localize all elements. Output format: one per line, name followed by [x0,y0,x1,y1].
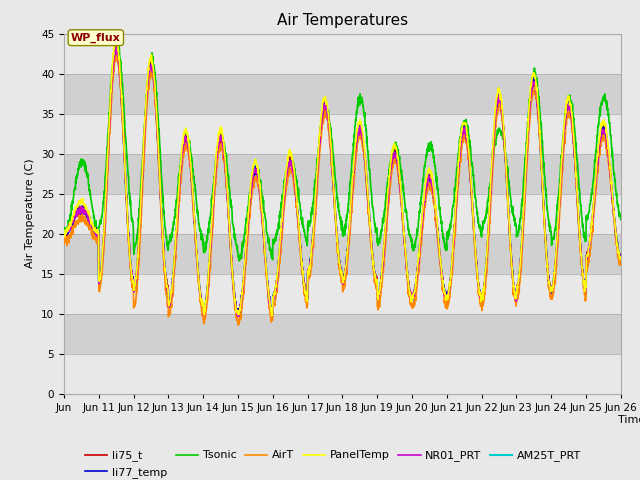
Bar [64,114,621,154]
NR01_PRT [60,232,68,238]
PanelTemp [111,37,119,43]
AirT [234,322,242,328]
PanelTemp [542,240,550,245]
Tsonic [511,218,518,224]
li77_temp [268,314,276,320]
Line: NR01_PRT: NR01_PRT [64,48,621,316]
Title: Air Temperatures: Air Temperatures [277,13,408,28]
li75_t [113,42,121,48]
PanelTemp [116,67,124,73]
NR01_PRT [617,255,625,261]
AirT [116,75,124,81]
Bar [64,193,621,234]
Bar [64,34,621,73]
AirT [376,296,384,302]
Line: Tsonic: Tsonic [64,40,621,261]
Tsonic [376,234,384,240]
Tsonic [116,55,124,60]
AirT [617,262,625,268]
Line: AM25T_PRT: AM25T_PRT [64,48,621,317]
Line: PanelTemp: PanelTemp [64,40,621,316]
NR01_PRT [609,207,617,213]
Bar [64,313,621,354]
NR01_PRT [236,307,244,312]
AM25T_PRT [234,314,241,320]
PanelTemp [60,232,68,238]
AM25T_PRT [116,70,124,75]
Tsonic [236,258,243,264]
AirT [111,53,119,59]
li75_t [116,74,124,80]
NR01_PRT [542,240,550,246]
AirT [60,239,68,244]
NR01_PRT [113,45,120,50]
Bar [64,274,621,313]
li77_temp [236,306,244,312]
PanelTemp [376,281,384,287]
PanelTemp [511,289,518,295]
PanelTemp [617,256,625,262]
NR01_PRT [234,313,242,319]
AM25T_PRT [376,283,384,289]
Tsonic [60,228,68,234]
Bar [64,234,621,274]
li75_t [542,242,550,248]
Line: AirT: AirT [64,56,621,325]
NR01_PRT [116,70,124,75]
AM25T_PRT [617,254,625,260]
li75_t [236,302,244,308]
li77_temp [542,245,550,251]
li77_temp [60,232,68,238]
Tsonic [617,217,625,223]
AM25T_PRT [542,246,550,252]
li75_t [511,289,518,295]
Line: li77_temp: li77_temp [64,48,621,317]
PanelTemp [268,313,276,319]
li75_t [268,314,276,320]
Bar [64,354,621,394]
li75_t [60,230,68,236]
Bar [64,73,621,114]
AM25T_PRT [511,288,518,293]
li75_t [376,283,384,289]
NR01_PRT [511,288,518,294]
AM25T_PRT [609,207,617,213]
li77_temp [376,282,384,288]
li77_temp [116,75,124,81]
AirT [542,248,550,253]
Y-axis label: Air Temperature (C): Air Temperature (C) [26,159,35,268]
li75_t [609,206,617,212]
Tsonic [542,186,550,192]
Tsonic [113,37,120,43]
Tsonic [609,166,617,171]
li77_temp [511,290,518,296]
AirT [511,293,518,299]
NR01_PRT [376,284,384,289]
Bar [64,154,621,193]
AM25T_PRT [60,230,68,236]
li77_temp [609,204,617,210]
li77_temp [112,45,120,50]
AirT [236,312,244,318]
Line: li75_t: li75_t [64,45,621,317]
AirT [609,210,617,216]
X-axis label: Time: Time [618,415,640,425]
PanelTemp [236,304,244,310]
li77_temp [617,256,625,262]
Tsonic [236,254,244,260]
PanelTemp [609,202,617,207]
Legend: li75_t, li77_temp, Tsonic, AirT, PanelTemp, NR01_PRT, AM25T_PRT: li75_t, li77_temp, Tsonic, AirT, PanelTe… [81,446,586,480]
Text: WP_flux: WP_flux [71,33,121,43]
li75_t [617,255,625,261]
AM25T_PRT [112,46,120,51]
AM25T_PRT [236,304,244,310]
